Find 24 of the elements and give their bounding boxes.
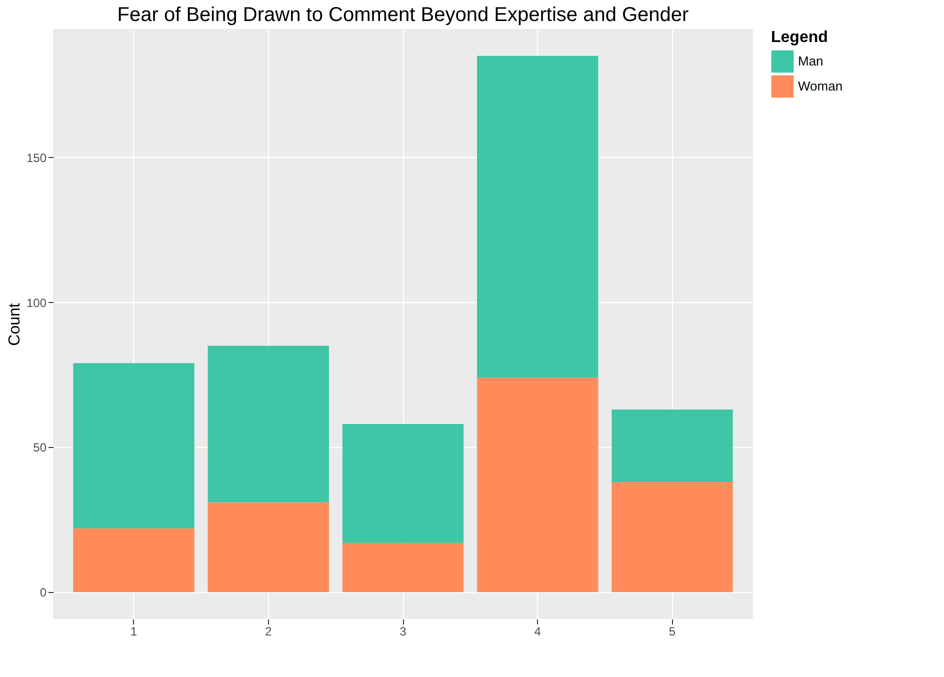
bar	[612, 482, 733, 592]
y-tick-label: 100	[26, 296, 47, 310]
y-tick-label: 50	[33, 440, 47, 455]
bar	[208, 502, 329, 592]
y-axis-title: Count	[6, 302, 24, 346]
chart-title: Fear of Being Drawn to Comment Beyond Expertise and Gender	[117, 4, 690, 26]
y-tick-label: 0	[40, 586, 47, 600]
y-tick-label: 150	[26, 150, 47, 165]
bar	[477, 378, 598, 592]
bar	[73, 363, 194, 528]
bar	[73, 528, 194, 592]
x-tick-label: 1	[130, 624, 138, 638]
bar	[208, 346, 329, 502]
bar	[477, 56, 598, 378]
legend-label: Woman	[798, 78, 843, 94]
legend-title: Legend	[771, 29, 828, 46]
bar	[612, 410, 733, 482]
bar	[342, 542, 464, 592]
bar	[342, 424, 464, 543]
x-tick-label: 4	[534, 624, 542, 638]
x-tick-label: 5	[668, 624, 676, 638]
x-tick-label: 2	[265, 624, 272, 638]
legend-label: Man	[798, 54, 824, 68]
x-tick-label: 3	[400, 624, 407, 638]
